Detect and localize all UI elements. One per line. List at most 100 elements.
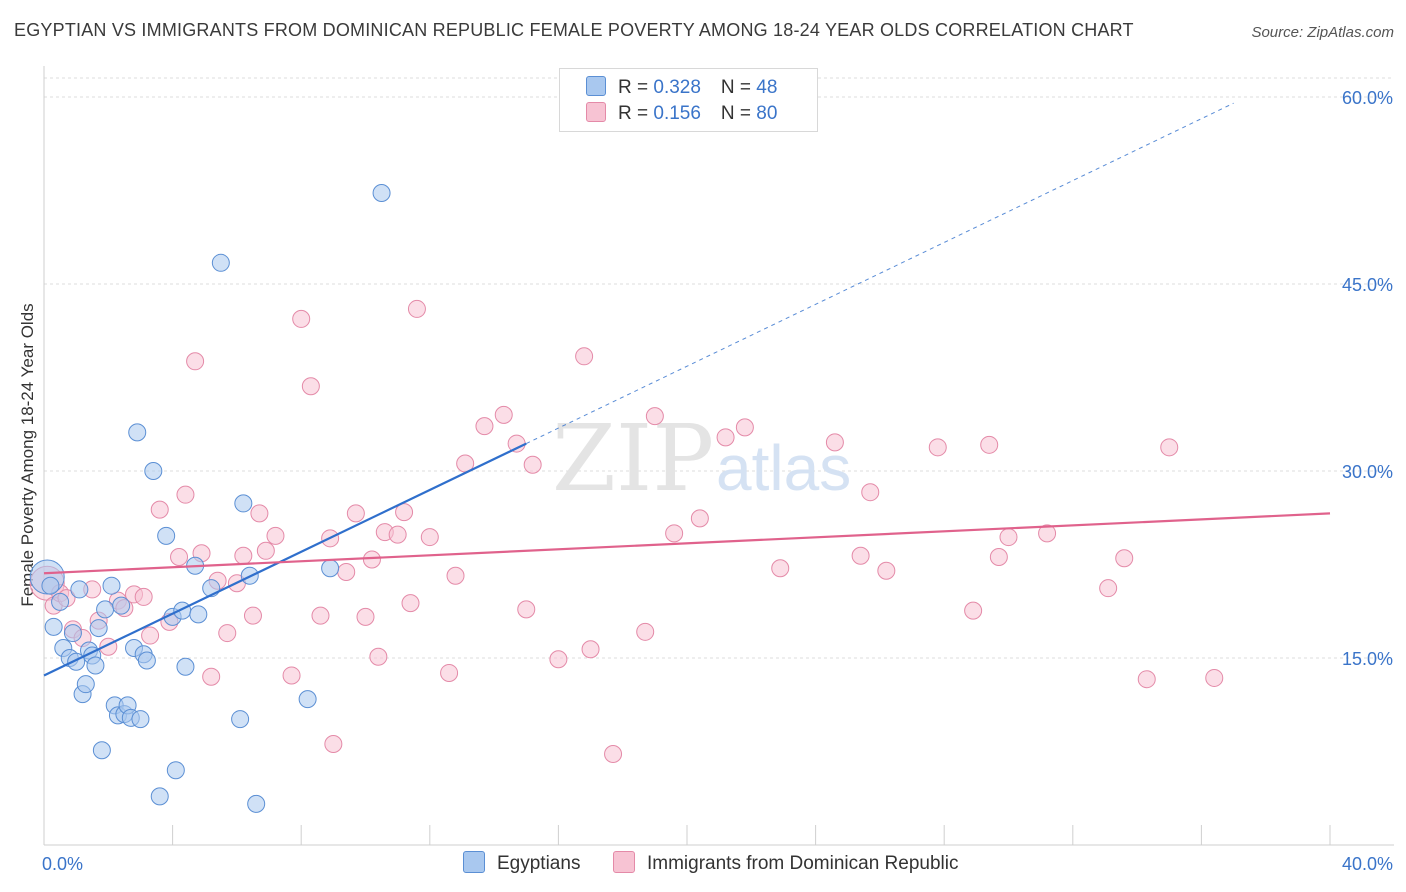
watermark: ZIP atlas xyxy=(552,405,851,512)
data-point xyxy=(128,423,147,442)
data-point xyxy=(388,525,407,544)
data-point xyxy=(86,656,105,675)
legend-n-value: 48 xyxy=(756,77,778,98)
data-point xyxy=(89,619,108,638)
data-point xyxy=(517,600,536,619)
bottom-legend-swatch-blue xyxy=(463,851,485,873)
data-point xyxy=(1099,579,1118,598)
data-point xyxy=(292,309,311,328)
data-point xyxy=(170,548,189,567)
data-point xyxy=(395,503,414,522)
data-point xyxy=(76,675,95,694)
bottom-legend-label: Immigrants from Dominican Republic xyxy=(647,853,959,874)
data-point xyxy=(234,546,253,565)
data-point xyxy=(446,566,465,585)
data-point xyxy=(1038,524,1057,543)
data-point xyxy=(96,600,115,619)
data-point xyxy=(144,462,163,480)
data-point xyxy=(231,710,250,729)
data-point xyxy=(989,548,1008,567)
bottom-legend: Egyptians Immigrants from Dominican Repu… xyxy=(0,851,1406,877)
data-point xyxy=(362,550,381,569)
data-point xyxy=(186,352,205,371)
data-point xyxy=(575,347,594,366)
data-point xyxy=(494,405,513,424)
data-point xyxy=(645,407,664,426)
data-point xyxy=(63,624,82,643)
data-point xyxy=(176,657,195,676)
data-point xyxy=(321,559,340,578)
x-tick-label: 0.0% xyxy=(42,854,83,874)
y-tick-label: 15.0% xyxy=(1342,649,1393,669)
data-point xyxy=(604,744,623,763)
legend-n-label: N = xyxy=(720,77,757,98)
data-point xyxy=(401,594,420,613)
data-point xyxy=(243,606,262,625)
x-tick-label: 40.0% xyxy=(1342,854,1393,874)
data-point xyxy=(189,605,208,624)
data-point xyxy=(157,526,176,545)
data-point xyxy=(523,455,542,474)
data-point xyxy=(337,562,356,581)
data-point xyxy=(999,528,1018,547)
data-point xyxy=(581,640,600,659)
data-point xyxy=(665,524,684,543)
data-point xyxy=(369,647,388,666)
data-point xyxy=(131,710,150,729)
tick-labels: 15.0% 30.0% 45.0% 60.0% 0.0% 40.0% xyxy=(42,88,1393,874)
data-point xyxy=(356,607,375,626)
y-tick-label: 45.0% xyxy=(1342,275,1393,295)
data-point xyxy=(851,546,870,565)
data-point xyxy=(372,183,391,202)
data-point xyxy=(247,794,266,813)
data-point xyxy=(1137,670,1156,689)
pink-series-points xyxy=(29,299,1224,763)
data-point xyxy=(324,735,343,754)
data-point xyxy=(102,576,121,595)
watermark-zip: ZIP xyxy=(552,405,714,512)
data-point xyxy=(41,576,60,595)
bottom-legend-swatch-pink xyxy=(613,851,635,873)
data-point xyxy=(877,561,896,580)
data-point xyxy=(716,428,735,447)
data-point xyxy=(346,504,365,523)
data-point xyxy=(256,541,275,560)
data-point xyxy=(137,651,156,670)
data-point xyxy=(1160,438,1179,457)
data-point xyxy=(980,435,999,454)
data-point xyxy=(51,592,70,611)
data-point xyxy=(266,526,285,545)
data-point xyxy=(690,509,709,528)
data-point xyxy=(407,299,426,318)
data-point xyxy=(771,559,790,578)
legend-row-dominican: R = 0.156 N = 80 xyxy=(586,102,777,126)
data-point xyxy=(549,650,568,669)
axes xyxy=(43,66,1394,846)
data-point xyxy=(218,624,237,643)
bottom-legend-egyptians: Egyptians xyxy=(463,851,580,875)
bottom-legend-dominican: Immigrants from Dominican Republic xyxy=(613,851,959,875)
legend-row-egyptians: R = 0.328 N = 48 xyxy=(586,76,777,100)
data-point xyxy=(440,663,459,682)
legend-r-label: R = xyxy=(618,77,654,98)
data-point xyxy=(1115,549,1134,568)
data-point xyxy=(735,418,754,437)
trend-line-dominican xyxy=(43,512,1331,575)
data-point xyxy=(282,666,301,685)
data-point xyxy=(301,377,320,396)
legend-n-value: 80 xyxy=(756,103,778,124)
data-point xyxy=(507,434,526,453)
data-point xyxy=(211,253,230,272)
data-point xyxy=(420,528,439,547)
data-point xyxy=(311,606,330,625)
trend-line-egyptians-extension xyxy=(526,102,1234,445)
bottom-legend-label: Egyptians xyxy=(497,853,581,874)
data-point xyxy=(475,417,494,436)
data-point xyxy=(70,580,89,599)
data-point xyxy=(150,787,169,806)
data-point xyxy=(141,626,160,645)
legend-r-label: R = xyxy=(618,103,654,124)
data-point xyxy=(134,587,153,606)
legend-swatch-pink xyxy=(586,102,606,122)
